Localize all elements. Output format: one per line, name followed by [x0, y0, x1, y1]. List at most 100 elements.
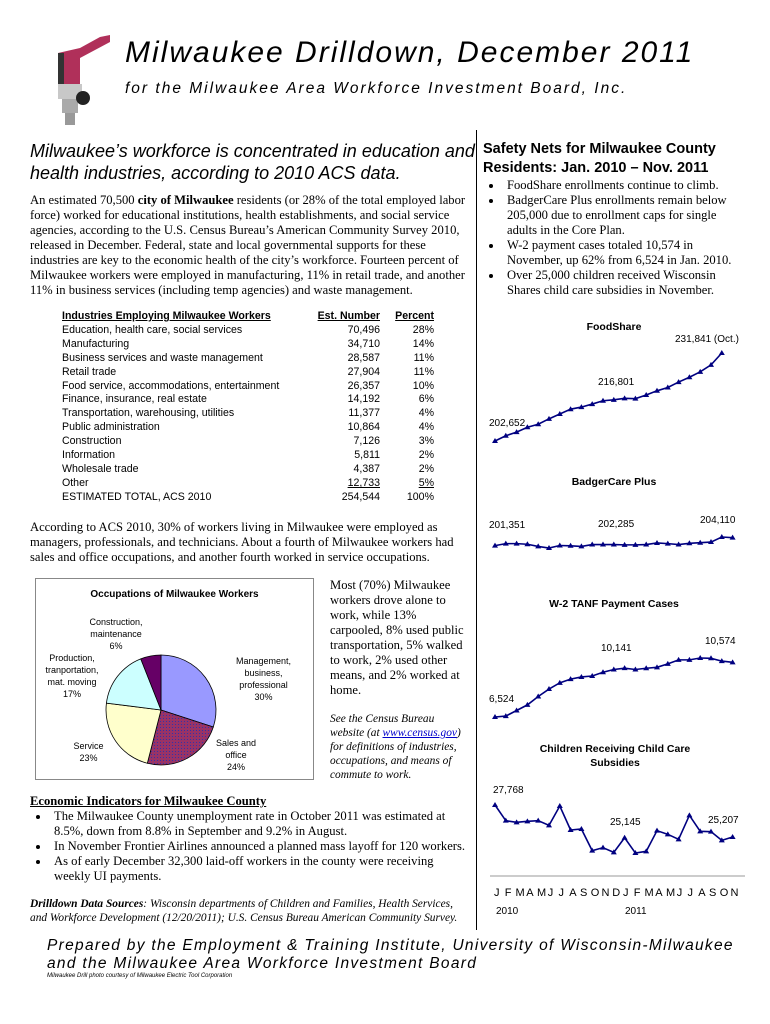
- table-cell: Construction: [62, 435, 122, 448]
- month-label: N: [601, 887, 610, 899]
- data-point: [589, 401, 596, 407]
- month-label: J: [494, 887, 500, 899]
- line-series: [492, 802, 736, 855]
- data-point: [556, 679, 563, 685]
- month-label: F: [504, 887, 512, 899]
- data-point: [654, 827, 660, 833]
- data-point: [535, 817, 542, 823]
- pie-label-management: Management, business, professional 30%: [231, 655, 296, 703]
- table-cell: 2%: [418, 449, 434, 462]
- table-row: Transportation, warehousing, utilities 11…: [62, 407, 434, 421]
- data-point: [492, 438, 498, 443]
- label: Management, business, professional: [235, 656, 292, 690]
- data-point: [686, 540, 693, 546]
- data-label: 216,801: [598, 377, 635, 388]
- table-header-row: Industries Employing Milwaukee Workers E…: [62, 310, 434, 324]
- percent: 30%: [254, 692, 273, 702]
- data-point: [686, 656, 693, 662]
- data-point: [567, 406, 574, 412]
- prepared-by: Prepared by the Employment & Training In…: [47, 937, 734, 972]
- table-row: Manufacturing 34,710 14%: [62, 338, 434, 352]
- data-point: [643, 392, 650, 398]
- data-point: [621, 395, 628, 401]
- month-label: A: [569, 887, 577, 899]
- month-label: J: [687, 887, 694, 899]
- table-cell: 3%: [418, 435, 434, 448]
- data-point: [664, 831, 671, 837]
- table-row: Education, health care, social services 7…: [62, 324, 434, 338]
- data-point: [546, 686, 552, 692]
- data-point: [697, 539, 704, 545]
- table-cell: 10%: [412, 379, 434, 392]
- data-point: [675, 379, 682, 385]
- data-label: 10,574: [705, 636, 736, 647]
- data-point: [654, 539, 660, 545]
- percent: 23%: [79, 753, 98, 763]
- data-point: [600, 669, 606, 675]
- data-point: [708, 361, 714, 367]
- column-header: Industries Employing Milwaukee Workers: [62, 310, 271, 322]
- data-point: [697, 655, 704, 660]
- safety-net-list: FoodShare enrollments continue to climb.…: [483, 178, 743, 298]
- percent: 6%: [109, 641, 123, 651]
- data-point: [675, 836, 682, 842]
- data-point: [535, 693, 542, 699]
- data-point: [718, 534, 725, 539]
- data-point: [675, 541, 682, 547]
- data-point: [600, 397, 606, 403]
- childcare-title: Children Receiving Child Care Subsidies: [539, 743, 691, 769]
- month-label: M: [644, 887, 654, 899]
- month-label: F: [633, 887, 641, 899]
- left-heading: Milwaukee’s workforce is concentrated in…: [30, 141, 475, 183]
- year-label: 2010: [496, 906, 519, 917]
- data-point: [729, 659, 736, 665]
- data-point: [600, 844, 606, 850]
- pie-slice: [160, 654, 217, 728]
- table-cell: 11%: [413, 365, 434, 378]
- data-point: [697, 368, 704, 374]
- month-label: D: [612, 887, 621, 899]
- table-row: Other 12,733 5%: [62, 477, 434, 491]
- data-point: [502, 817, 509, 823]
- data-point: [578, 826, 585, 831]
- table-row: ESTIMATED TOTAL, ACS 2010 254,544 100%: [62, 491, 434, 505]
- census-link[interactable]: www.census.gov: [382, 727, 457, 739]
- data-point: [664, 384, 671, 390]
- badgercare-title: BadgerCare Plus: [571, 476, 657, 488]
- data-point: [610, 849, 617, 855]
- table-cell: 11,377: [348, 407, 380, 420]
- right-heading: Safety Nets for Milwaukee County Residen…: [483, 141, 716, 176]
- table-row: Business services and waste management 28…: [62, 352, 434, 366]
- data-point: [697, 828, 704, 834]
- table-cell: 28,587: [347, 351, 380, 364]
- econ-heading: Economic Indicators for Milwaukee County: [30, 794, 267, 808]
- page-title: Milwaukee Drilldown, December 2011: [125, 36, 695, 69]
- data-label: 27,768: [493, 785, 524, 796]
- text: ) for definitions of industries, occupat…: [330, 727, 461, 781]
- w2-title: W-2 TANF Payment Cases: [549, 598, 679, 610]
- data-point: [492, 802, 498, 807]
- list-item: FoodShare enrollments continue to climb.: [503, 178, 743, 193]
- data-point: [664, 660, 671, 666]
- data-label: 204,110: [700, 515, 736, 526]
- data-point: [643, 848, 650, 854]
- data-point: [589, 847, 596, 853]
- table-cell: Public administration: [62, 421, 160, 434]
- data-point: [556, 802, 563, 808]
- data-point: [664, 540, 671, 546]
- data-point: [513, 707, 520, 713]
- table-cell: Retail trade: [62, 365, 117, 378]
- column-header: Est. Number: [317, 310, 380, 322]
- table-cell: Manufacturing: [62, 337, 130, 350]
- month-label: M: [537, 887, 547, 899]
- data-point: [546, 822, 552, 828]
- data-point: [708, 655, 714, 661]
- data-point: [686, 812, 693, 818]
- data-label: 202,285: [598, 519, 635, 530]
- data-point: [632, 541, 639, 547]
- industries-table: Industries Employing Milwaukee Workers E…: [62, 310, 434, 505]
- data-point: [502, 540, 509, 546]
- pie-slice: [146, 709, 214, 766]
- data-point: [578, 404, 585, 410]
- table-cell: 11%: [413, 351, 434, 364]
